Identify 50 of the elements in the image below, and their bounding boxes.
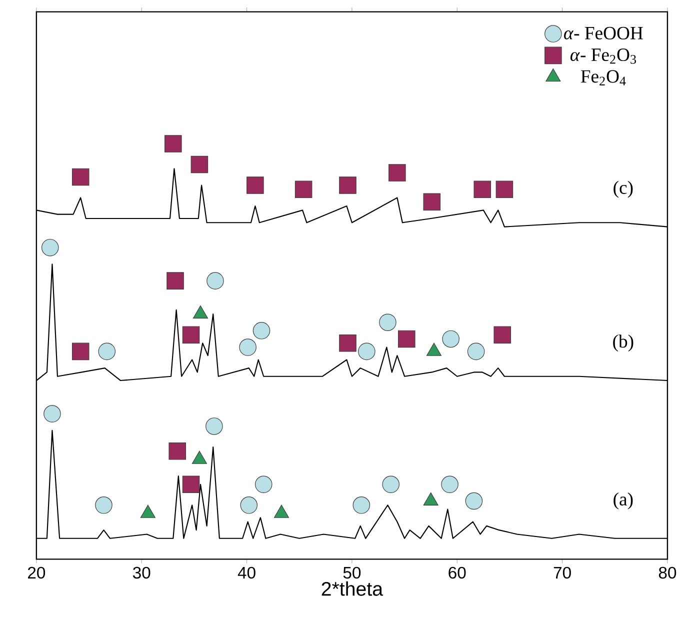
- annotation: (c): [614, 180, 633, 198]
- point: [467, 342, 485, 360]
- point: [423, 193, 441, 210]
- x-tick-label: 60: [448, 566, 466, 579]
- point: [168, 442, 186, 460]
- point: [166, 272, 184, 290]
- legend-label: α- Fe$_{2}$O$_{3}$: [570, 48, 636, 64]
- point: [206, 417, 223, 435]
- point: [339, 334, 356, 352]
- point: [254, 476, 272, 493]
- point: [294, 180, 312, 198]
- annotation: (b): [613, 334, 634, 352]
- point: [496, 180, 514, 198]
- point: [252, 322, 270, 340]
- point: [190, 156, 208, 174]
- x-tick-label: 70: [554, 566, 571, 579]
- point: [339, 176, 356, 194]
- x-axis-title: 2*theta: [322, 581, 384, 596]
- point: [382, 476, 400, 493]
- x-tick-label: 50: [343, 566, 361, 579]
- point: [44, 405, 61, 422]
- point: [239, 338, 256, 356]
- point: [246, 176, 264, 194]
- point: [98, 342, 116, 360]
- point: [182, 476, 200, 493]
- point: [240, 496, 258, 514]
- point: [442, 330, 460, 348]
- point: [72, 168, 90, 186]
- point: [95, 496, 112, 514]
- point: [206, 272, 224, 290]
- point: [441, 476, 458, 493]
- legend-label: α- FeOOH: [564, 26, 643, 40]
- point: [164, 134, 182, 152]
- legend-label: Fe$_{2}$O$_{4}$: [580, 70, 626, 86]
- annotation: (a): [614, 492, 633, 510]
- point: [352, 496, 370, 514]
- point: [388, 164, 406, 182]
- x-tick-label: 80: [658, 566, 676, 579]
- point: [474, 180, 491, 198]
- x-tick-label: 40: [238, 566, 256, 579]
- point: [398, 330, 416, 348]
- point: [379, 314, 396, 331]
- x-tick-label: 30: [132, 566, 150, 579]
- point: [358, 342, 376, 360]
- point: [72, 342, 90, 360]
- point: [494, 326, 511, 344]
- point: [182, 326, 200, 344]
- point: [465, 492, 483, 510]
- x-tick-label: 20: [28, 566, 46, 579]
- point: [41, 238, 59, 256]
